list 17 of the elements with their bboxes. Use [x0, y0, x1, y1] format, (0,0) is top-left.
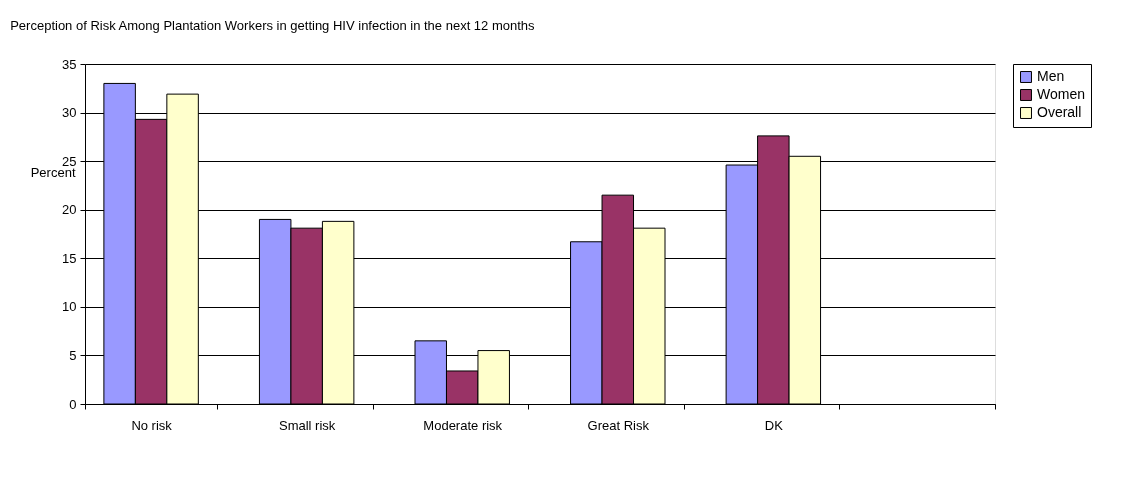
y-tick-label: 5 [69, 347, 77, 363]
x-tick-label: Small risk [278, 417, 336, 433]
x-tick-label: Moderate risk [423, 417, 503, 433]
y-tick-label: 30 [62, 105, 77, 121]
y-tick-label: 35 [62, 56, 77, 72]
y-tick-label: 25 [62, 153, 77, 169]
y-tick-label: 20 [62, 202, 77, 218]
y-tick-label: 10 [62, 299, 77, 315]
legend-label: Women [1037, 86, 1085, 102]
legend-label: Overall [1037, 104, 1082, 120]
y-tick-label: 15 [62, 250, 77, 266]
x-tick-label: No risk [131, 417, 173, 433]
chart-title: Perception of Risk Among Plantation Workers in getting HIV infection in the next 12 months [10, 18, 536, 33]
x-tick-label: DK [764, 417, 784, 433]
x-tick-label: Great Risk [587, 417, 650, 433]
legend-label: Men [1037, 68, 1065, 84]
y-tick-label: 0 [69, 396, 77, 412]
